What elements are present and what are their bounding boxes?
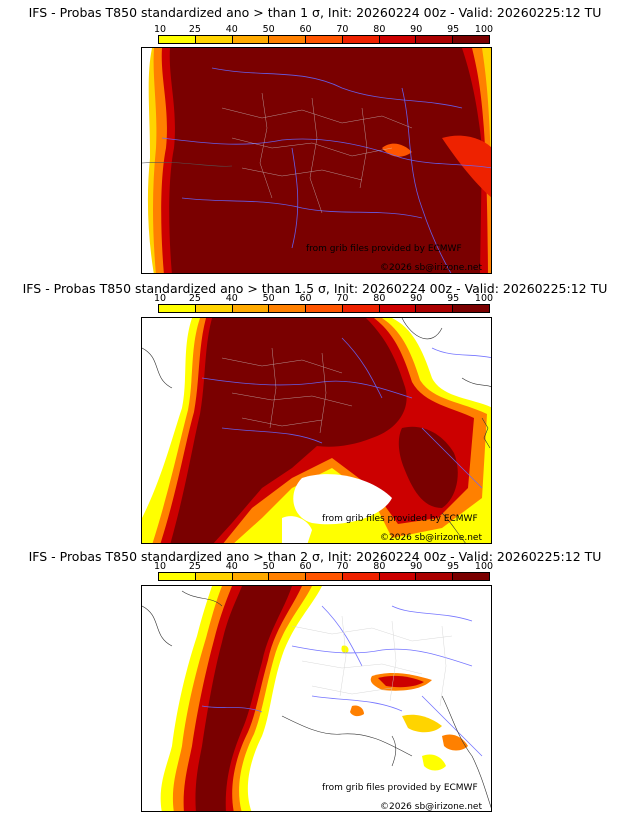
legend-color-swatch: [232, 305, 270, 312]
legend-color-swatch: [195, 305, 233, 312]
panel-title: IFS - Probas T850 standardized ano > tha…: [28, 5, 602, 20]
legend-tick-label: 70: [336, 24, 349, 35]
legend-tick-label: 10: [153, 24, 167, 35]
legend-color-swatch: [159, 573, 196, 580]
legend-color-swatch: [232, 36, 270, 43]
panel-2sigma: IFS - Probas T850 standardized ano > tha…: [0, 546, 630, 828]
legend-color-swatch: [159, 36, 196, 43]
legend-tick-label: 25: [188, 561, 201, 572]
color-legend: 10 25 40 50 60 70 80 90 95 100: [154, 293, 494, 317]
legend-color-swatch: [342, 305, 380, 312]
legend-color-swatch: [269, 36, 307, 43]
legend-color-swatch: [269, 573, 307, 580]
data-source-credit: from grib files provided by ECMWF: [322, 514, 478, 524]
legend-color-swatch: [195, 36, 233, 43]
legend-tick-labels: 10 25 40 50 60 70 80 90 95 100: [154, 561, 494, 572]
legend-tick-label: 40: [225, 24, 238, 35]
map-graphic: [142, 48, 491, 273]
legend-tick-label: 95: [447, 561, 460, 572]
legend-tick-label: 80: [373, 24, 386, 35]
legend-tick-label: 100: [474, 561, 494, 572]
legend-tick-label: 50: [262, 24, 275, 35]
copyright-credit: ©2026 sb@irizone.net: [380, 263, 482, 273]
probability-map: [141, 47, 492, 274]
legend-color-swatch: [306, 305, 343, 312]
legend-color-swatch: [379, 305, 417, 312]
legend-tick-label: 80: [373, 561, 386, 572]
legend-tick-label: 60: [299, 561, 312, 572]
legend-tick-label: 70: [336, 561, 349, 572]
legend-tick-label: 95: [447, 293, 460, 304]
legend-color-swatch: [342, 36, 380, 43]
legend-tick-labels: 10 25 40 50 60 70 80 90 95 100: [154, 24, 494, 35]
legend-tick-label: 10: [153, 561, 167, 572]
legend-color-swatch: [159, 305, 196, 312]
legend-tick-label: 40: [225, 293, 238, 304]
legend-color-swatch: [453, 36, 490, 43]
panel-title: IFS - Probas T850 standardized ano > tha…: [22, 281, 608, 296]
legend-tick-label: 25: [188, 293, 201, 304]
legend-color-swatch: [416, 36, 454, 43]
legend-tick-label: 90: [410, 561, 423, 572]
legend-tick-label: 90: [410, 24, 423, 35]
legend-color-bar: [158, 572, 490, 581]
legend-color-swatch: [306, 36, 343, 43]
legend-tick-label: 100: [474, 24, 494, 35]
legend-color-swatch: [306, 573, 343, 580]
legend-tick-label: 50: [262, 561, 275, 572]
legend-color-swatch: [453, 305, 490, 312]
legend-tick-label: 70: [336, 293, 349, 304]
legend-color-swatch: [379, 36, 417, 43]
legend-tick-label: 40: [225, 561, 238, 572]
map-graphic: [142, 318, 491, 543]
data-source-credit: from grib files provided by ECMWF: [322, 783, 478, 793]
color-legend: 10 25 40 50 60 70 80 90 95 100: [154, 561, 494, 585]
legend-tick-label: 60: [299, 24, 312, 35]
color-legend: 10 25 40 50 60 70 80 90 95 100: [154, 24, 494, 48]
legend-tick-label: 90: [410, 293, 423, 304]
legend-color-swatch: [195, 573, 233, 580]
legend-tick-label: 60: [299, 293, 312, 304]
copyright-credit: ©2026 sb@irizone.net: [380, 802, 482, 812]
legend-color-bar: [158, 35, 490, 44]
legend-color-bar: [158, 304, 490, 313]
legend-tick-label: 100: [474, 293, 494, 304]
probability-map: [141, 585, 492, 812]
legend-color-swatch: [269, 305, 307, 312]
data-source-credit: from grib files provided by ECMWF: [306, 244, 462, 254]
legend-color-swatch: [342, 573, 380, 580]
panel-title: IFS - Probas T850 standardized ano > tha…: [28, 549, 602, 564]
panel-1-5sigma: IFS - Probas T850 standardized ano > tha…: [0, 276, 630, 546]
legend-color-swatch: [416, 305, 454, 312]
legend-tick-labels: 10 25 40 50 60 70 80 90 95 100: [154, 293, 494, 304]
copyright-credit: ©2026 sb@irizone.net: [380, 533, 482, 543]
legend-tick-label: 25: [188, 24, 201, 35]
legend-color-swatch: [232, 573, 270, 580]
legend-tick-label: 10: [153, 293, 167, 304]
legend-color-swatch: [379, 573, 417, 580]
map-graphic: [142, 586, 491, 811]
legend-tick-label: 95: [447, 24, 460, 35]
probability-map: [141, 317, 492, 544]
legend-color-swatch: [416, 573, 454, 580]
legend-tick-label: 80: [373, 293, 386, 304]
legend-color-swatch: [453, 573, 490, 580]
panel-1sigma: IFS - Probas T850 standardized ano > tha…: [0, 0, 630, 275]
legend-tick-label: 50: [262, 293, 275, 304]
